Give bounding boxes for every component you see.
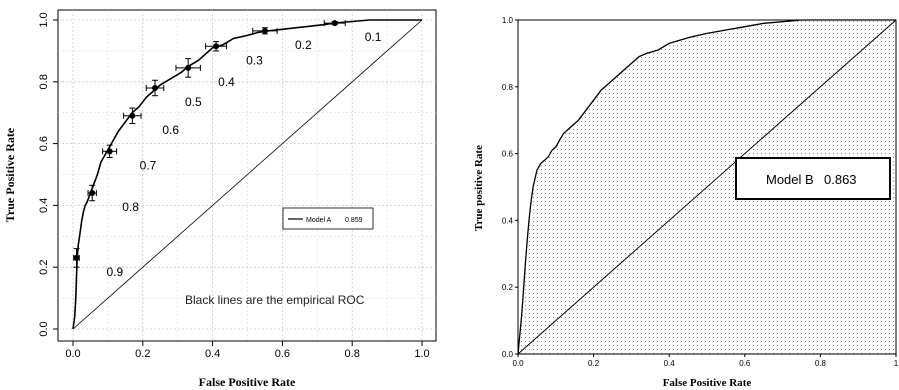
x-axis-label: False Positive Rate <box>663 377 752 389</box>
y-tick-label: 0.8 <box>38 74 50 89</box>
threshold-label: 0.5 <box>185 95 202 109</box>
threshold-point-0.5: 0.5 <box>146 80 202 109</box>
x-tick-label: 0.4 <box>664 359 676 368</box>
y-tick-label: 0.2 <box>502 283 514 292</box>
threshold-label: 0.2 <box>295 38 312 52</box>
threshold-marker <box>73 255 79 261</box>
legend: Model A 0.859 <box>283 208 373 229</box>
x-tick-label: 0.4 <box>205 348 220 360</box>
x-axis-label: False Positive Rate <box>199 375 296 389</box>
y-tick-label: 0.6 <box>38 136 50 151</box>
x-tick-label: 0.8 <box>345 348 360 360</box>
threshold-point-0.8: 0.8 <box>88 185 139 214</box>
y-tick-label: 0.2 <box>38 260 50 275</box>
legend-label: Model B <box>766 172 814 187</box>
threshold-marker <box>152 85 158 91</box>
y-tick-label: 0.0 <box>502 350 514 359</box>
y-tick-label: 0.4 <box>38 198 50 213</box>
y-tick-label: 0.6 <box>502 150 514 159</box>
threshold-marker <box>107 148 113 154</box>
x-tick-label: 0.0 <box>512 359 524 368</box>
threshold-label: 0.7 <box>140 158 157 172</box>
threshold-marker <box>185 65 191 71</box>
roc-chart-model-b: 0.0 0.2 0.4 0.6 0.8 1 0.0 0.2 0.4 0.6 0.8 1.0 False… <box>473 16 899 389</box>
threshold-label: 0.4 <box>218 75 235 89</box>
threshold-marker <box>129 113 135 119</box>
threshold-point-0.7: 0.7 <box>103 145 157 172</box>
threshold-point-0.9: 0.9 <box>73 249 123 279</box>
y-axis-label: True positive Rate <box>473 145 485 231</box>
threshold-label: 0.9 <box>106 265 123 279</box>
threshold-points: 0.9 0.8 0.7 0.6 0.5 0.4 0.3 0.2 0.1 <box>73 20 381 279</box>
annotation: Black lines are the empirical ROC <box>185 293 365 307</box>
x-tick-label: 0.8 <box>815 359 827 368</box>
y-tick-label: 1.0 <box>502 16 514 25</box>
threshold-marker <box>213 43 219 49</box>
threshold-point-0.1: 0.1 <box>324 20 381 44</box>
legend-value: 0.859 <box>345 217 363 224</box>
y-tick-label: 0.8 <box>502 83 514 92</box>
threshold-label: 0.3 <box>246 53 263 67</box>
threshold-marker <box>332 20 338 26</box>
x-tick-label: 0.6 <box>275 348 290 360</box>
threshold-point-0.4: 0.4 <box>176 59 235 89</box>
y-tick-label: 1.0 <box>38 12 50 27</box>
threshold-label: 0.6 <box>162 123 179 137</box>
x-tick-label: 0.6 <box>739 359 751 368</box>
y-tick-label: 0.4 <box>502 216 514 225</box>
y-axis-label: True Positive Rate <box>3 127 17 222</box>
threshold-point-0.6: 0.6 <box>124 108 180 137</box>
threshold-label: 0.1 <box>365 30 382 44</box>
threshold-point-0.3: 0.3 <box>206 42 263 68</box>
threshold-marker <box>262 28 268 34</box>
x-tick-label: 1.0 <box>414 348 429 360</box>
y-tick-label: 0.0 <box>38 321 50 336</box>
x-tick-label: 0.0 <box>65 348 80 360</box>
threshold-label: 0.8 <box>122 200 139 214</box>
legend-value: 0.863 <box>824 172 857 187</box>
x-tick-label: 0.2 <box>135 348 150 360</box>
threshold-marker <box>89 190 95 196</box>
legend: Model B 0.863 <box>736 158 890 199</box>
roc-chart-model-a: 0.0 0.2 0.4 0.6 0.8 1.0 0.0 0.2 0.4 0.6 0.8 1.0 0.9… <box>3 10 436 389</box>
x-tick-label: 1 <box>894 359 899 368</box>
legend-label: Model A <box>306 217 332 224</box>
x-tick-label: 0.2 <box>588 359 600 368</box>
